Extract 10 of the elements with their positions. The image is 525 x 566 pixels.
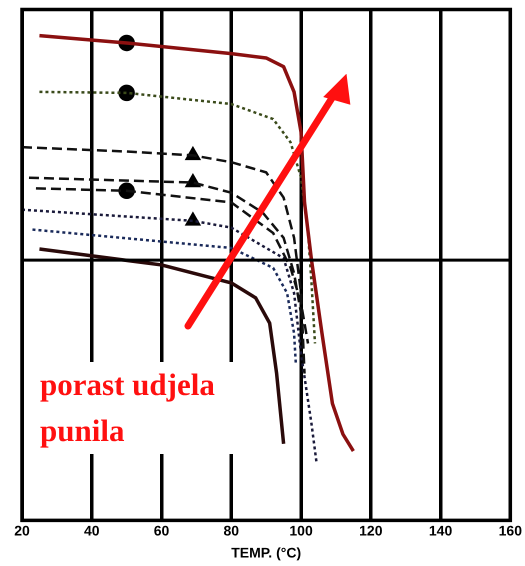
x-axis-title: TEMP. (°C) <box>231 544 302 560</box>
x-tick-label: 60 <box>154 522 170 539</box>
x-tick-label: 120 <box>359 522 383 539</box>
annotation: porast udjela punila <box>40 362 245 454</box>
x-tick-label: 140 <box>428 522 452 539</box>
x-tick-label: 100 <box>289 522 313 539</box>
x-tick-label: 80 <box>223 522 240 539</box>
x-tick-label: 160 <box>498 522 522 539</box>
x-tick-label: 40 <box>84 522 100 539</box>
x-tick-label: 20 <box>14 522 30 539</box>
